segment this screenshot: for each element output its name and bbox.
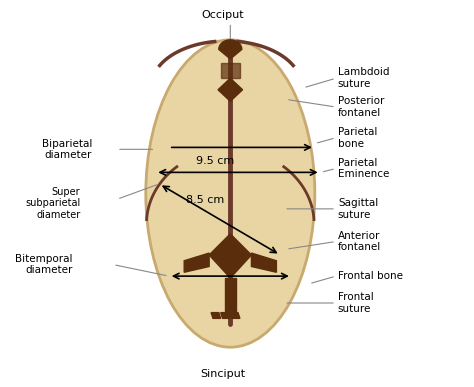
Polygon shape: [209, 234, 251, 278]
Polygon shape: [221, 313, 230, 319]
Polygon shape: [184, 253, 209, 272]
Polygon shape: [221, 63, 240, 78]
Text: 8.5 cm: 8.5 cm: [186, 195, 225, 205]
Text: Frontal bone: Frontal bone: [338, 271, 403, 281]
Text: Posterior
fontanel: Posterior fontanel: [338, 96, 384, 118]
Polygon shape: [225, 278, 236, 317]
Polygon shape: [219, 40, 242, 59]
Text: Bitemporal
diameter: Bitemporal diameter: [15, 254, 73, 276]
Text: Sinciput: Sinciput: [200, 369, 245, 379]
Text: Parietal
bone: Parietal bone: [338, 127, 377, 149]
Text: Occiput: Occiput: [201, 10, 244, 20]
Polygon shape: [251, 253, 276, 272]
Polygon shape: [211, 313, 221, 319]
Text: Frontal
suture: Frontal suture: [338, 292, 374, 314]
Text: Anterior
fontanel: Anterior fontanel: [338, 231, 381, 252]
Ellipse shape: [146, 40, 315, 347]
Text: Sagittal
suture: Sagittal suture: [338, 198, 378, 220]
Text: 9.5 cm: 9.5 cm: [196, 156, 234, 166]
Text: Super
subparietal
diameter: Super subparietal diameter: [25, 187, 81, 220]
Polygon shape: [218, 78, 243, 101]
Polygon shape: [230, 313, 240, 319]
Text: Parietal
Eminence: Parietal Eminence: [338, 158, 389, 179]
Text: Lambdoid
suture: Lambdoid suture: [338, 67, 389, 89]
Text: Biparietal
diameter: Biparietal diameter: [42, 139, 92, 160]
